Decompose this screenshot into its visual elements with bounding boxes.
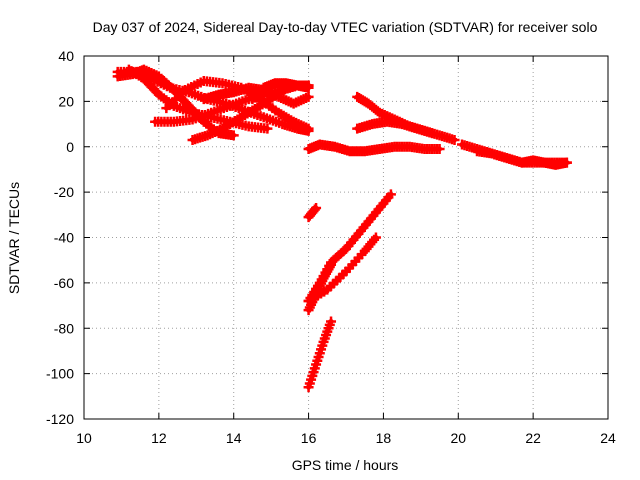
x-tick-label: 16 bbox=[301, 430, 317, 446]
data-point bbox=[311, 203, 322, 214]
series-arc13 bbox=[472, 146, 572, 170]
y-tick-label: 20 bbox=[58, 93, 74, 109]
x-tick-label: 22 bbox=[525, 430, 541, 446]
x-tick-label: 24 bbox=[600, 430, 616, 446]
data-layer bbox=[112, 64, 572, 393]
data-point bbox=[303, 123, 314, 134]
y-tick-label: -120 bbox=[46, 411, 74, 427]
axis-ticks: 10 12 14 16 18 20 22 24 -120 -100 -80 -60 -40 -20 0 20 4… bbox=[46, 48, 616, 446]
data-point bbox=[262, 123, 273, 134]
x-tick-label: 18 bbox=[376, 430, 392, 446]
x-axis-label: GPS time / hours bbox=[292, 457, 399, 473]
x-tick-label: 12 bbox=[151, 430, 167, 446]
y-tick-label: -100 bbox=[46, 366, 74, 382]
data-point bbox=[303, 91, 314, 102]
data-point bbox=[326, 316, 337, 327]
series-arc14 bbox=[303, 203, 322, 223]
y-tick-label: -20 bbox=[54, 184, 74, 200]
series-arc17 bbox=[303, 259, 337, 316]
series-arc9 bbox=[303, 139, 445, 157]
y-tick-label: 0 bbox=[66, 139, 74, 155]
series-arc18 bbox=[303, 316, 337, 393]
grid-lines bbox=[84, 56, 608, 419]
series-arc3 bbox=[123, 64, 273, 134]
data-point bbox=[561, 157, 572, 168]
y-tick-label: -80 bbox=[54, 320, 74, 336]
data-point bbox=[449, 134, 460, 145]
plot-frame bbox=[83, 55, 609, 420]
y-tick-label: 40 bbox=[58, 48, 74, 64]
series-arc11 bbox=[352, 116, 438, 139]
series-arc8 bbox=[247, 78, 314, 105]
data-point bbox=[385, 189, 396, 200]
data-point bbox=[326, 259, 337, 270]
x-tick-label: 20 bbox=[450, 430, 466, 446]
y-tick-label: -60 bbox=[54, 275, 74, 291]
x-tick-label: 10 bbox=[76, 430, 92, 446]
y-tick-label: -40 bbox=[54, 230, 74, 246]
data-point bbox=[370, 232, 381, 243]
data-point bbox=[434, 144, 445, 155]
x-tick-label: 14 bbox=[226, 430, 242, 446]
chart-title: Day 037 of 2024, Sidereal Day-to-day VTE… bbox=[93, 19, 598, 35]
series-arc10 bbox=[352, 91, 460, 145]
y-axis-label: SDTVAR / TECUs bbox=[6, 182, 22, 294]
data-point bbox=[303, 82, 314, 93]
data-point bbox=[228, 130, 239, 141]
data-point bbox=[427, 128, 438, 139]
